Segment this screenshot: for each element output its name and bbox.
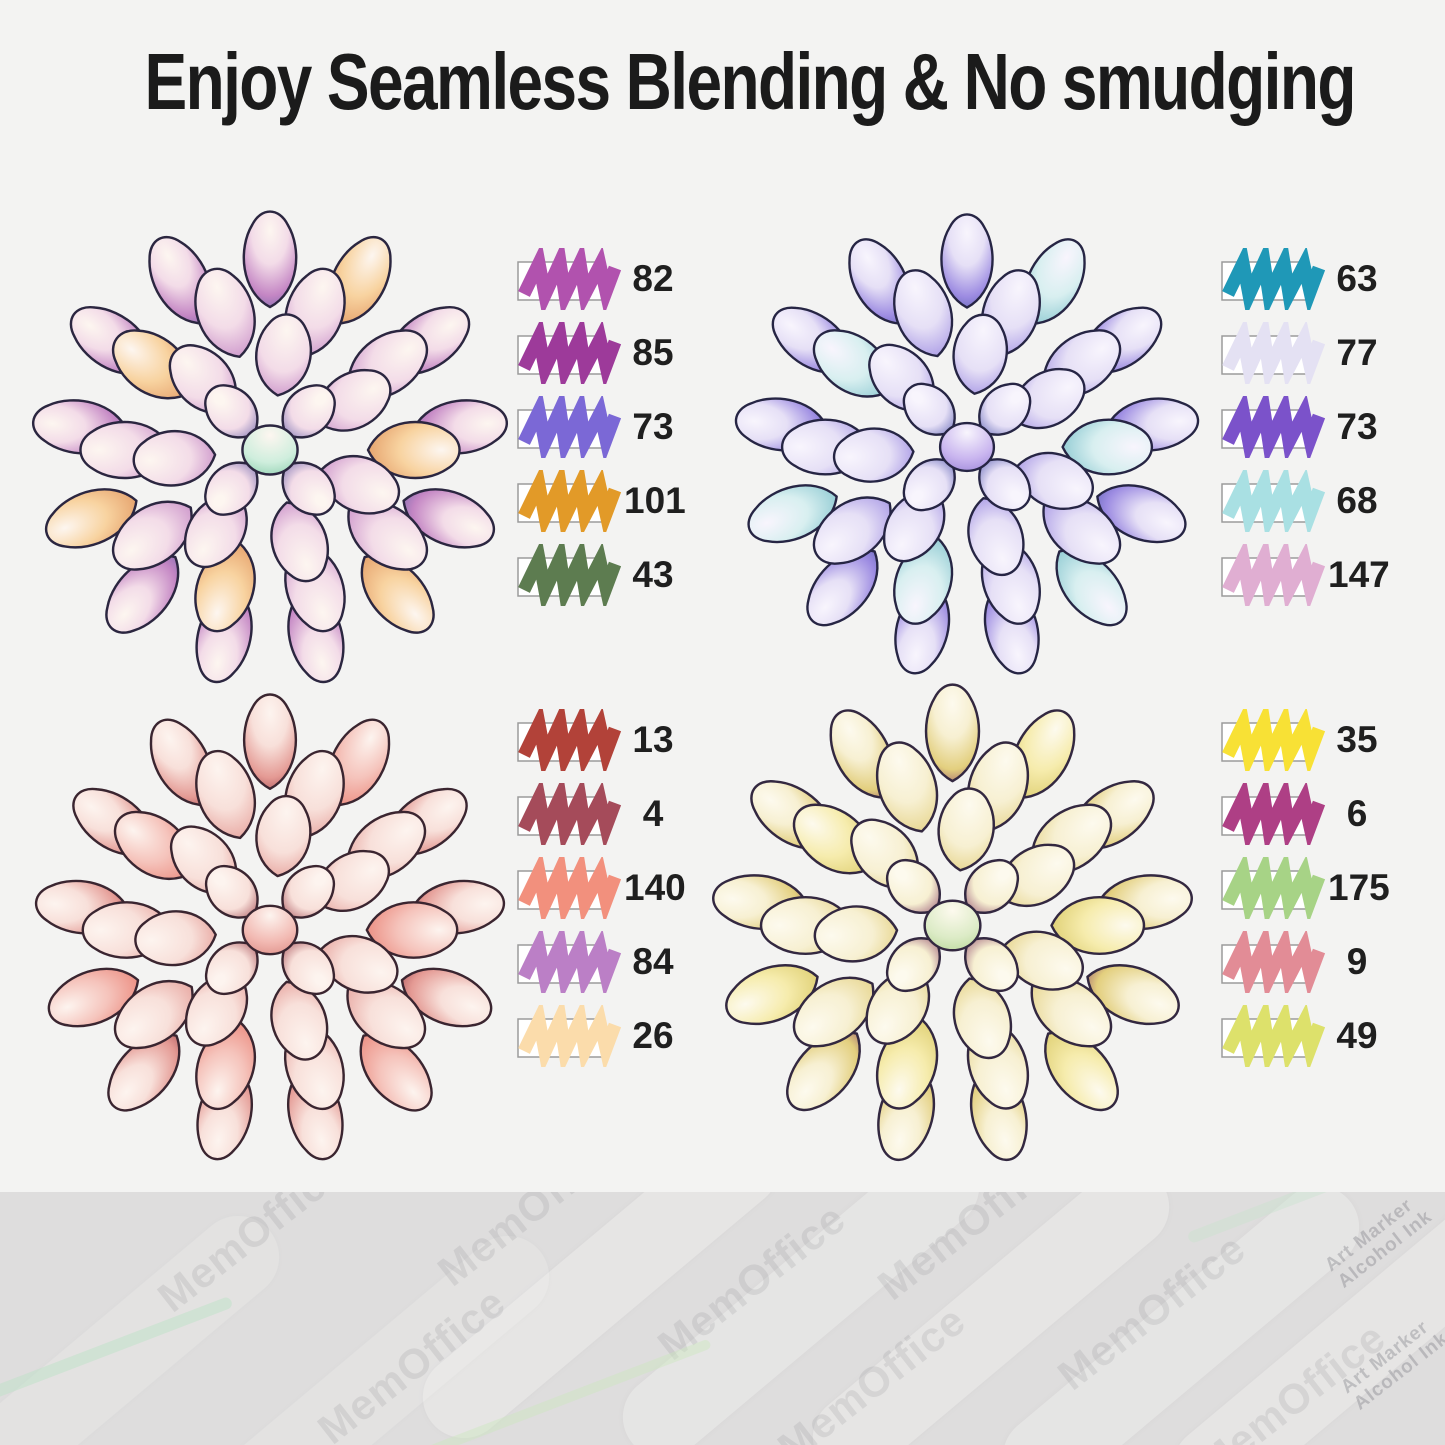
marker-number-label: 175 xyxy=(1328,867,1390,908)
marker-number-label: 43 xyxy=(632,554,674,595)
swatch-row: 43 xyxy=(510,544,682,606)
marker-swatch-icon xyxy=(517,322,622,384)
swatch-scribble xyxy=(1222,322,1326,384)
swatch-scribble xyxy=(1222,709,1326,771)
swatch-legend-top-left: 82 85 73 101 43 xyxy=(510,248,686,618)
marker-swatch-icon xyxy=(1221,857,1326,919)
marker-swatch-icon xyxy=(517,470,622,532)
marker-swatch-icon xyxy=(1221,470,1326,532)
swatch-row: 73 xyxy=(510,396,682,458)
marker-swatch-icon xyxy=(1221,709,1326,771)
swatch-scribble xyxy=(518,544,622,606)
marker-number-label: 140 xyxy=(624,867,686,908)
swatch-legend-bottom-right: 35 6 175 9 49 xyxy=(1214,709,1390,1079)
marker-swatch-icon xyxy=(1221,396,1326,458)
marker-number-label: 49 xyxy=(1336,1015,1378,1056)
swatch-row: 140 xyxy=(510,857,686,919)
swatch-row: 13 xyxy=(510,709,682,771)
swatch-row: 68 xyxy=(1214,470,1386,532)
succulent-drawing xyxy=(32,210,508,684)
marker-number-label: 84 xyxy=(632,941,674,982)
swatch-scribble xyxy=(518,396,622,458)
marker-swatch-icon xyxy=(517,931,622,993)
succulent-illustration-bottom-left xyxy=(28,688,512,1172)
marker-swatch-icon xyxy=(1221,544,1326,606)
swatch-scribble xyxy=(1222,931,1326,993)
swatch-row: 26 xyxy=(510,1005,682,1067)
succulent-drawing xyxy=(34,693,506,1161)
marker-swatch-icon xyxy=(517,1005,622,1067)
marker-number-label: 101 xyxy=(624,480,686,521)
marker-number-label: 35 xyxy=(1336,719,1378,760)
swatch-legend-bottom-left: 13 4 140 84 26 xyxy=(510,709,686,1079)
marker-number-label: 82 xyxy=(632,258,674,299)
swatch-scribble xyxy=(1222,544,1326,606)
marker-swatch-icon xyxy=(517,783,622,845)
swatch-scribble xyxy=(1222,857,1326,919)
succulent-illustration-top-left xyxy=(25,205,515,695)
swatch-scribble xyxy=(1222,1005,1326,1067)
swatch-row: 6 xyxy=(1214,783,1386,845)
swatch-scribble xyxy=(1222,783,1326,845)
marker-swatch-icon xyxy=(517,857,622,919)
swatch-scribble xyxy=(1222,248,1326,310)
swatch-scribble xyxy=(518,931,622,993)
marker-swatch-icon xyxy=(517,544,622,606)
swatch-scribble xyxy=(518,470,622,532)
marker-number-label: 73 xyxy=(1336,406,1378,447)
marker-number-label: 63 xyxy=(1336,258,1378,299)
swatch-row: 77 xyxy=(1214,322,1386,384)
swatch-legend-top-right: 63 77 73 68 147 xyxy=(1214,248,1390,618)
marker-swatch-icon xyxy=(1221,322,1326,384)
swatch-scribble xyxy=(1222,396,1326,458)
marker-swatch-icon xyxy=(1221,1005,1326,1067)
swatch-row: 4 xyxy=(510,783,682,845)
marker-swatch-icon xyxy=(1221,248,1326,310)
swatch-scribble xyxy=(518,709,622,771)
footer-band: MemOffice MemOffice MemOffice MemOffice MemO… xyxy=(0,1192,1445,1445)
marker-number-label: 77 xyxy=(1336,332,1378,373)
marker-number-label: 9 xyxy=(1346,941,1368,982)
swatch-row: 84 xyxy=(510,931,682,993)
swatch-row: 49 xyxy=(1214,1005,1386,1067)
marker-number-label: 85 xyxy=(632,332,674,373)
swatch-row: 147 xyxy=(1214,544,1390,606)
swatch-scribble xyxy=(1222,470,1326,532)
swatch-row: 85 xyxy=(510,322,682,384)
marker-number-label: 26 xyxy=(632,1015,674,1056)
succulent-illustration-top-right xyxy=(728,208,1206,686)
marker-swatch-icon xyxy=(517,709,622,771)
succulent-drawing xyxy=(734,213,1200,675)
marker-number-label: 73 xyxy=(632,406,674,447)
swatch-row: 9 xyxy=(1214,931,1386,993)
swatch-scribble xyxy=(518,248,622,310)
succulent-drawing xyxy=(712,683,1193,1162)
marker-swatch-icon xyxy=(1221,931,1326,993)
swatch-scribble xyxy=(518,1005,622,1067)
swatch-scribble xyxy=(518,857,622,919)
marker-swatch-icon xyxy=(1221,783,1326,845)
marker-number-label: 6 xyxy=(1346,793,1368,834)
marker-number-label: 4 xyxy=(642,793,664,834)
marker-number-label: 13 xyxy=(632,719,674,760)
swatch-scribble xyxy=(518,322,622,384)
marker-number-label: 147 xyxy=(1328,554,1390,595)
marker-swatch-icon xyxy=(517,248,622,310)
marker-swatch-icon xyxy=(517,396,622,458)
swatch-row: 82 xyxy=(510,248,682,310)
swatch-row: 63 xyxy=(1214,248,1386,310)
swatch-row: 35 xyxy=(1214,709,1386,771)
swatch-row: 73 xyxy=(1214,396,1386,458)
swatch-scribble xyxy=(518,783,622,845)
marker-number-label: 68 xyxy=(1336,480,1378,521)
swatch-row: 175 xyxy=(1214,857,1390,919)
swatch-row: 101 xyxy=(510,470,686,532)
page-title: Enjoy Seamless Blending & No smudging xyxy=(144,37,1357,126)
succulent-illustration-bottom-right xyxy=(705,678,1200,1173)
